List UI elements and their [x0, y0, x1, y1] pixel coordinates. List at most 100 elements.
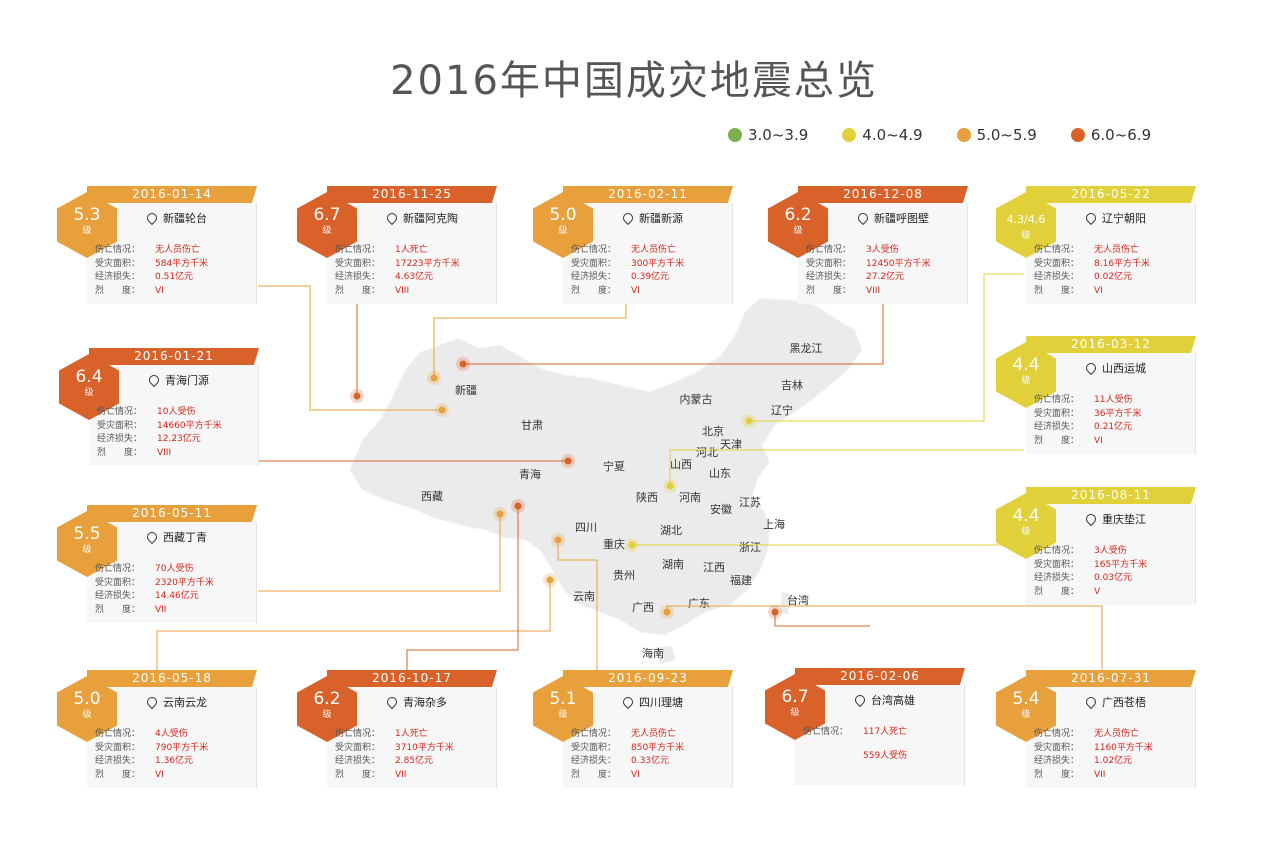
province-label: 云南: [573, 590, 595, 603]
epicenter-marker[interactable]: [496, 510, 504, 518]
detail-key: 烈 度：: [1034, 586, 1080, 597]
detail-row-casualty: 伤亡情况： 无人员伤亡: [95, 244, 208, 258]
epicenter-marker[interactable]: [546, 576, 554, 584]
card-location: 西藏丁青: [144, 529, 207, 545]
detail-key: 伤亡情况：: [571, 729, 617, 739]
detail-value: 3710平方千米: [395, 742, 454, 753]
card-details: 伤亡情况： 70人受伤 受灾面积： 2320平方千米 经济损失： 14.46亿元烈 度： V…: [95, 563, 214, 617]
detail-value: 36平方千米: [1094, 408, 1142, 419]
detail-value: 8.16平方千米: [1094, 258, 1151, 269]
detail-key: 经济损失：: [335, 756, 381, 766]
earthquake-card-xinjiang-hutubi[interactable]: 2016-12-08 6.2 级 新疆呼图壁 伤亡情况： 3人受伤 受灾面积： 12450…: [768, 186, 968, 304]
detail-key: 受灾面积：: [95, 742, 141, 753]
epicenter-marker[interactable]: [771, 608, 779, 616]
epicenter-marker[interactable]: [564, 457, 572, 465]
detail-value: 无人员伤亡: [1094, 729, 1140, 739]
earthquake-card-sichuan-litang[interactable]: 2016-09-23 5.1 级 四川理塘 伤亡情况： 无人员伤亡 受灾面积： 850平方…: [533, 670, 733, 788]
detail-value: 无人员伤亡: [631, 245, 677, 255]
detail-key: 受灾面积：: [95, 577, 141, 588]
connector-line: [749, 273, 1024, 422]
earthquake-card-yunnan-yunlong[interactable]: 2016-05-18 5.0 级 云南云龙 伤亡情况： 4人受伤 受灾面积： 790平方千…: [57, 670, 257, 788]
province-label: 辽宁: [771, 403, 793, 417]
detail-value: 1160平方千米: [1094, 742, 1153, 753]
detail-key: 烈 度：: [1034, 285, 1080, 296]
earthquake-card-qinghai-menyuan[interactable]: 2016-01-21 6.4 级 青海门源 伤亡情况： 10人受伤 受灾面积： 14660…: [59, 348, 259, 466]
epicenter-marker[interactable]: [514, 502, 522, 510]
magnitude-badge: 6.7 级: [765, 674, 825, 740]
province-label: 陕西: [636, 490, 658, 504]
detail-value: 3人受伤: [1094, 546, 1127, 556]
detail-row-loss: 经济损失： 2.85亿元: [335, 755, 454, 769]
detail-value: 12450平方千米: [866, 258, 931, 269]
location-name: 新疆轮台: [163, 212, 207, 225]
epicenter-marker[interactable]: [554, 536, 562, 544]
province-label: 宁夏: [603, 459, 625, 473]
card-date: 2016-02-06: [795, 668, 965, 685]
epicenter-marker[interactable]: [628, 541, 636, 549]
detail-value: 10人受伤: [157, 407, 196, 417]
legend-label: 6.0~6.9: [1090, 126, 1152, 144]
earthquake-card-liaoning-chaoyang[interactable]: 2016-05-22 4.3/4.6 级 辽宁朝阳 伤亡情况： 无人员伤亡 受灾面积： 8…: [996, 186, 1196, 304]
detail-value: 12.23亿元: [157, 434, 201, 444]
card-location: 云南云龙: [144, 694, 207, 710]
detail-row-casualty: 伤亡情况： 1人死亡: [335, 728, 454, 742]
province-label: 河北: [696, 446, 718, 459]
earthquake-card-guangxi-cangwu[interactable]: 2016-07-31 5.4 级 广西苍梧 伤亡情况： 无人员伤亡 受灾面积： 1160平…: [996, 670, 1196, 788]
earthquake-card-chongqing-dianjiang[interactable]: 2016-08-11 4.4 级 重庆垫江 伤亡情况： 3人受伤 受灾面积： 165平方千…: [996, 487, 1196, 605]
province-label: 台湾: [787, 593, 809, 607]
detail-key: 烈 度：: [1034, 435, 1080, 446]
epicenter-marker[interactable]: [438, 406, 446, 414]
card-details: 伤亡情况： 10人受伤 受灾面积： 14660平方千米 经济损失： 12.23亿元烈 度：…: [97, 406, 222, 460]
location-pin-icon: [1083, 360, 1099, 376]
earthquake-card-qinghai-zaduo[interactable]: 2016-10-17 6.2 级 青海杂多 伤亡情况： 1人死亡 受灾面积： 3710平方…: [297, 670, 497, 788]
card-date: 2016-11-25: [327, 186, 497, 203]
card-date: 2016-02-11: [563, 186, 733, 203]
earthquake-card-xinjiang-xinyuan[interactable]: 2016-02-11 5.0 级 新疆新源 伤亡情况： 无人员伤亡 受灾面积： 300平方…: [533, 186, 733, 304]
detail-row-area: 受灾面积： 300平方千米: [571, 258, 684, 272]
location-pin-icon: [144, 694, 160, 710]
detail-key: 烈 度：: [95, 604, 141, 615]
magnitude-badge: 5.0 级: [533, 192, 593, 258]
earthquake-card-taiwan-gaoxiong[interactable]: 2016-02-06 6.7 级 台湾高雄 伤亡情况： 117人死亡 559人受伤: [765, 668, 965, 786]
magnitude-value: 6.2: [784, 205, 812, 225]
earthquake-card-xizang-dingqing[interactable]: 2016-05-11 5.5 级 西藏丁青 伤亡情况： 70人受伤 受灾面积： 2320平…: [57, 505, 257, 623]
magnitude-badge: 6.4 级: [59, 354, 119, 420]
detail-key: 受灾面积：: [806, 258, 852, 269]
card-details: 伤亡情况： 1人死亡 受灾面积： 3710平方千米 经济损失： 2.85亿元烈 度： VII: [335, 728, 454, 782]
epicenter-marker[interactable]: [459, 360, 467, 368]
card-location: 新疆新源: [620, 210, 683, 226]
epicenter-marker[interactable]: [745, 417, 753, 425]
location-pin-icon: [146, 372, 162, 388]
magnitude-badge: 6.7 级: [297, 192, 357, 258]
legend-label: 3.0~3.9: [748, 126, 809, 144]
card-details: 伤亡情况： 无人员伤亡 受灾面积： 850平方千米 经济损失： 0.33亿元烈 度： VI: [571, 728, 684, 782]
detail-row-intensity: 烈 度： VIII: [97, 447, 222, 461]
earthquake-card-xinjiang-luntai[interactable]: 2016-01-14 5.3 级 新疆轮台 伤亡情况： 无人员伤亡 受灾面积： 584平方…: [57, 186, 257, 304]
magnitude-unit: 级: [84, 388, 94, 398]
detail-key: 经济损失：: [1034, 272, 1080, 282]
epicenter-marker[interactable]: [666, 482, 674, 490]
detail-value: 无人员伤亡: [631, 729, 677, 739]
province-label: 甘肃: [521, 419, 543, 432]
detail-value: 0.33亿元: [631, 756, 670, 766]
legend-dot: [1070, 128, 1085, 142]
epicenter-marker[interactable]: [353, 392, 361, 400]
detail-row-area: 受灾面积： 584平方千米: [95, 258, 208, 272]
detail-row-loss: 经济损失： 1.02亿元: [1034, 755, 1153, 769]
detail-value: VI: [1094, 285, 1103, 296]
earthquake-card-shanxi-yuncheng[interactable]: 2016-03-12 4.4 级 山西运城 伤亡情况： 11人受伤 受灾面积： 36平方千…: [996, 336, 1196, 454]
epicenter-marker[interactable]: [430, 374, 438, 382]
province-label: 贵州: [613, 569, 635, 582]
card-location: 山西运城: [1083, 360, 1146, 376]
province-label: 黑龙江: [790, 342, 823, 355]
connector-line: [433, 302, 627, 378]
earthquake-card-xinjiang-akto[interactable]: 2016-11-25 6.7 级 新疆阿克陶 伤亡情况： 1人死亡 受灾面积： 17223…: [297, 186, 497, 304]
detail-key: 烈 度：: [335, 769, 381, 780]
detail-row-intensity: 烈 度： VI: [95, 769, 208, 783]
detail-value: VI: [631, 769, 640, 780]
province-label: 内蒙古: [680, 392, 713, 406]
connector-line: [669, 449, 1024, 486]
card-date: 2016-05-11: [87, 505, 257, 522]
detail-key: 伤亡情况：: [803, 727, 849, 737]
epicenter-marker[interactable]: [663, 608, 671, 616]
